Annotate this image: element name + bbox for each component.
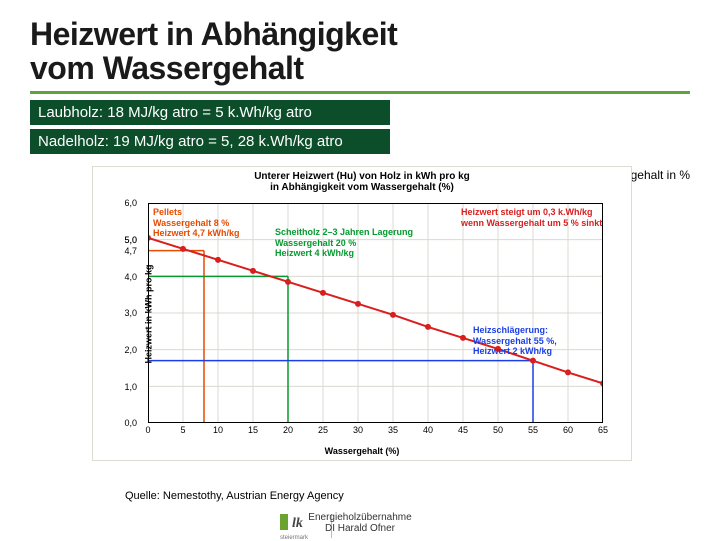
chart-title: Unterer Heizwert (Hu) von Holz in kWh pr… <box>93 171 631 193</box>
x-tick: 0 <box>145 425 150 435</box>
y-tick: 6,0 <box>124 198 137 208</box>
x-tick: 5 <box>180 425 185 435</box>
x-tick: 30 <box>353 425 363 435</box>
page-title: Heizwert in Abhängigkeit vom Wassergehal… <box>30 18 690 85</box>
footer-text: Energieholzübernahme DI Harald Ofner <box>308 512 411 534</box>
y-tick-extra: 4,7 <box>124 246 137 256</box>
title-line2: vom Wassergehalt <box>30 50 304 86</box>
callout-nadelholz: Nadelholz: 19 MJ/kg atro = 5, 28 k.Wh/kg… <box>30 129 390 154</box>
y-ticks: 0,01,02,03,04,05,06,04,75,0 <box>93 203 143 423</box>
y-tick: 4,0 <box>124 272 137 282</box>
y-tick: 1,0 <box>124 382 137 392</box>
y-tick: 2,0 <box>124 345 137 355</box>
source-caption: Quelle: Nemestothy, Austrian Energy Agen… <box>125 490 344 502</box>
callout-laubholz: Laubholz: 18 MJ/kg atro = 5 k.Wh/kg atro <box>30 100 390 125</box>
x-tick: 35 <box>388 425 398 435</box>
chart-annotation-pellets: PelletsWassergehalt 8 %Heizwert 4,7 kWh/… <box>153 207 253 238</box>
x-tick: 55 <box>528 425 538 435</box>
x-tick: 20 <box>283 425 293 435</box>
title-underline <box>30 91 690 94</box>
callout-group: Laubholz: 18 MJ/kg atro = 5 k.Wh/kg atro… <box>30 100 690 158</box>
x-tick: 10 <box>213 425 223 435</box>
title-line1: Heizwert in Abhängigkeit <box>30 16 397 52</box>
logo-sub: steiermark <box>280 535 325 541</box>
chart-annotation-hackgut: Heizschlägerung:Wassergehalt 55 %,Heizwe… <box>473 325 603 356</box>
x-axis-label: Wassergehalt (%) <box>93 446 631 456</box>
chart-annotation-scheit: Scheitholz 2–3 Jahren LagerungWassergeha… <box>275 227 415 258</box>
x-tick: 50 <box>493 425 503 435</box>
y-tick: 0,0 <box>124 418 137 428</box>
chart-annotation-trend: Heizwert steigt um 0,3 k.Wh/kgwenn Wasse… <box>461 207 621 228</box>
heizwert-chart: Unterer Heizwert (Hu) von Holz in kWh pr… <box>92 166 632 461</box>
footer-line2: DI Harald Ofner <box>308 523 411 534</box>
x-tick: 45 <box>458 425 468 435</box>
x-tick: 15 <box>248 425 258 435</box>
y-tick: 3,0 <box>124 308 137 318</box>
x-tick: 65 <box>598 425 608 435</box>
footer-line1: Energieholzübernahme <box>308 512 411 523</box>
x-tick: 25 <box>318 425 328 435</box>
x-ticks: 05101520253035404550556065 <box>148 425 603 441</box>
y-tick-extra: 5,0 <box>124 235 137 245</box>
x-tick: 40 <box>423 425 433 435</box>
svg-text:lk: lk <box>292 516 303 530</box>
x-tick: 60 <box>563 425 573 435</box>
